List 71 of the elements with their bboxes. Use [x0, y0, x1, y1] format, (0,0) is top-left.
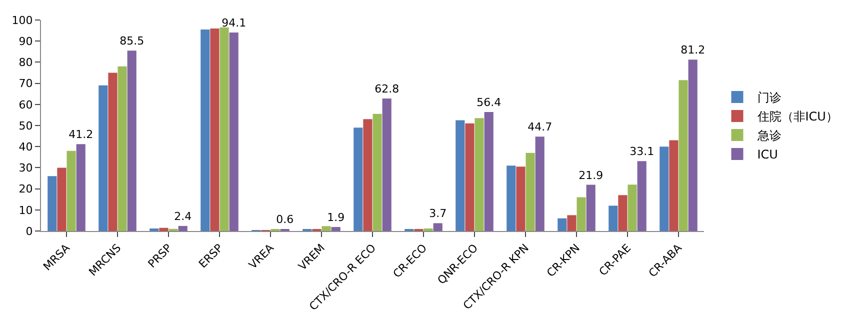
bar — [567, 215, 576, 231]
data-label: 1.9 — [327, 210, 345, 224]
bar — [76, 144, 86, 231]
bar — [108, 72, 118, 231]
legend-label: ICU — [757, 148, 778, 162]
y-tick-label: 70 — [18, 77, 33, 90]
bar — [678, 80, 688, 231]
y-tick-label: 20 — [18, 182, 33, 196]
y-tick-label: 10 — [18, 204, 33, 217]
data-label: 41.2 — [68, 128, 94, 142]
bar — [363, 119, 372, 231]
y-tick-label: 90 — [18, 34, 33, 48]
bar — [484, 112, 494, 231]
data-label: 85.5 — [120, 34, 144, 48]
data-label: 0.6 — [276, 213, 294, 226]
legend-label: 住院（非ICU） — [756, 110, 838, 124]
data-label: 33.1 — [630, 145, 654, 158]
bar — [608, 206, 618, 231]
data-label: 62.8 — [374, 82, 400, 96]
bar — [159, 228, 168, 231]
bar — [66, 150, 76, 231]
legend-label: 急诊 — [756, 128, 782, 143]
bar — [424, 228, 433, 231]
data-label: 56.4 — [476, 96, 502, 109]
y-tick-label: 30 — [18, 162, 33, 175]
y-tick-label: 100 — [12, 14, 33, 27]
bar — [433, 223, 442, 231]
bar — [506, 166, 516, 231]
bar — [688, 60, 698, 231]
y-tick-label: 60 — [18, 98, 33, 112]
bar — [220, 27, 229, 231]
bar — [354, 128, 363, 231]
bar — [535, 136, 544, 231]
bar — [382, 98, 392, 231]
bar — [660, 146, 669, 231]
bar — [628, 184, 637, 231]
bar — [98, 85, 108, 231]
data-label: 94.1 — [222, 16, 246, 30]
bar — [229, 32, 238, 231]
bar — [127, 50, 136, 231]
bar — [178, 226, 188, 231]
bar — [372, 114, 382, 231]
data-label: 2.4 — [174, 210, 192, 223]
bar — [57, 168, 66, 231]
bar — [331, 226, 340, 231]
bar — [618, 195, 628, 231]
bar — [118, 66, 127, 231]
bar — [516, 166, 526, 231]
bar — [48, 176, 57, 231]
bar — [474, 118, 484, 231]
bar — [200, 30, 210, 231]
data-label: 81.2 — [680, 44, 706, 57]
bar — [558, 218, 567, 231]
bar — [456, 120, 465, 231]
y-tick-label: 0 — [26, 224, 33, 238]
bar — [576, 197, 586, 231]
bar — [586, 184, 596, 231]
data-label: 21.9 — [578, 168, 604, 182]
data-label: 3.7 — [429, 207, 447, 220]
bar — [210, 28, 220, 231]
legend-label: 门诊 — [757, 90, 782, 105]
bar — [637, 161, 646, 231]
bar — [526, 152, 535, 231]
bar — [669, 140, 678, 231]
y-tick-label: 40 — [18, 140, 33, 154]
data-label: 44.7 — [528, 120, 552, 134]
bar — [465, 123, 474, 231]
y-tick-label: 80 — [18, 56, 33, 70]
bar — [322, 226, 331, 231]
y-tick-label: 50 — [18, 119, 33, 132]
bar — [150, 228, 159, 231]
